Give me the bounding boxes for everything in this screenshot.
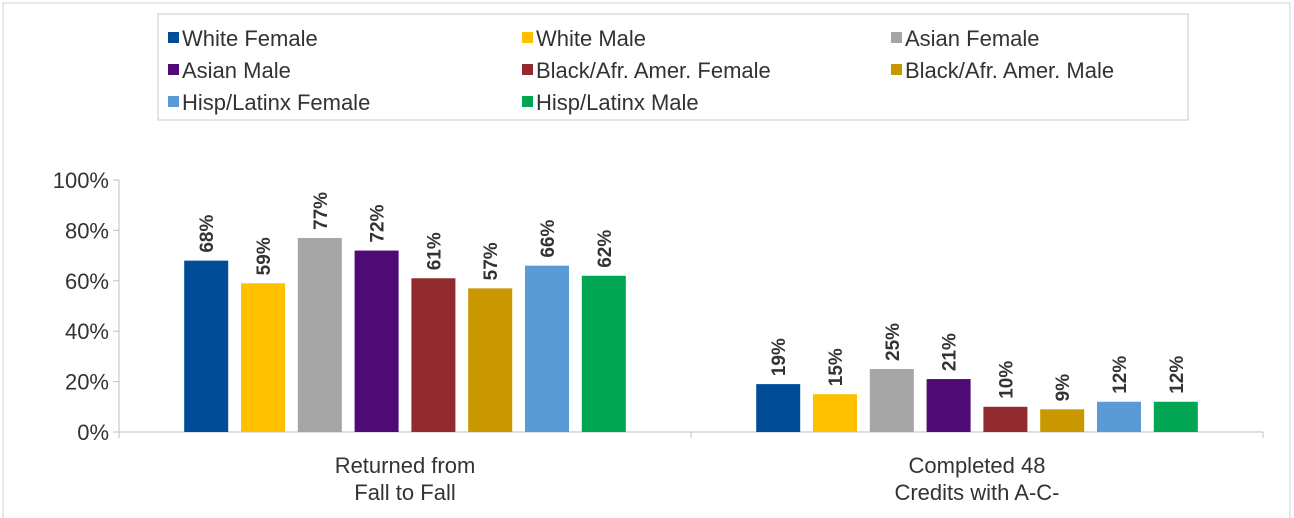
bar <box>184 260 229 432</box>
legend-label: Asian Female <box>905 26 1040 51</box>
legend-label: White Female <box>182 26 318 51</box>
data-label: 10% <box>996 361 1017 399</box>
legend-swatch <box>891 32 902 43</box>
bar <box>297 237 342 432</box>
bar <box>581 275 626 432</box>
bar <box>468 288 513 432</box>
y-tick-label: 20% <box>65 370 109 395</box>
data-label: 62% <box>595 230 616 268</box>
y-tick-label: 100% <box>53 168 109 193</box>
legend-swatch <box>522 96 533 107</box>
bar <box>411 278 456 432</box>
data-label: 61% <box>424 232 445 270</box>
bar <box>926 379 971 432</box>
x-tick-label: Completed 48 Credits with A-C- <box>894 453 1060 505</box>
legend-label: White Male <box>536 26 646 51</box>
bar <box>756 384 801 432</box>
data-label: 57% <box>481 242 502 280</box>
data-label: 19% <box>769 338 790 376</box>
legend-label: Black/Afr. Amer. Female <box>536 58 771 83</box>
legend-label: Black/Afr. Amer. Male <box>905 58 1114 83</box>
data-label: 12% <box>1167 356 1188 394</box>
bar <box>354 250 399 432</box>
data-label: 15% <box>826 348 847 386</box>
bar <box>525 265 569 432</box>
data-label: 9% <box>1053 374 1074 402</box>
legend-swatch <box>891 64 902 75</box>
x-tick-label: Returned from Fall to Fall <box>334 453 476 505</box>
bar <box>241 283 285 432</box>
legend-swatch <box>522 64 533 75</box>
data-label: 59% <box>254 237 275 275</box>
y-tick-label: 0% <box>77 420 109 445</box>
legend-swatch <box>522 32 533 43</box>
legend-label: Hisp/Latinx Female <box>182 90 370 115</box>
legend-swatch <box>168 32 179 43</box>
bar <box>983 406 1028 432</box>
data-label: 77% <box>311 192 332 230</box>
data-label: 25% <box>883 323 904 361</box>
bar <box>1040 409 1085 432</box>
y-tick-label: 40% <box>65 319 109 344</box>
legend-box <box>157 13 1189 121</box>
legend-label: Hisp/Latinx Male <box>536 90 699 115</box>
data-label: 21% <box>940 333 961 371</box>
data-label: 12% <box>1110 356 1131 394</box>
legend-label: Asian Male <box>182 58 291 83</box>
legend-swatch <box>168 64 179 75</box>
legend-swatch <box>168 96 179 107</box>
bar <box>1097 401 1141 432</box>
y-tick-label: 80% <box>65 218 109 243</box>
data-label: 66% <box>538 220 559 258</box>
data-label: 72% <box>368 204 389 242</box>
bar <box>813 394 857 432</box>
data-label: 68% <box>197 215 218 253</box>
bar <box>869 369 914 432</box>
bar <box>1153 401 1198 432</box>
y-tick-label: 60% <box>65 269 109 294</box>
